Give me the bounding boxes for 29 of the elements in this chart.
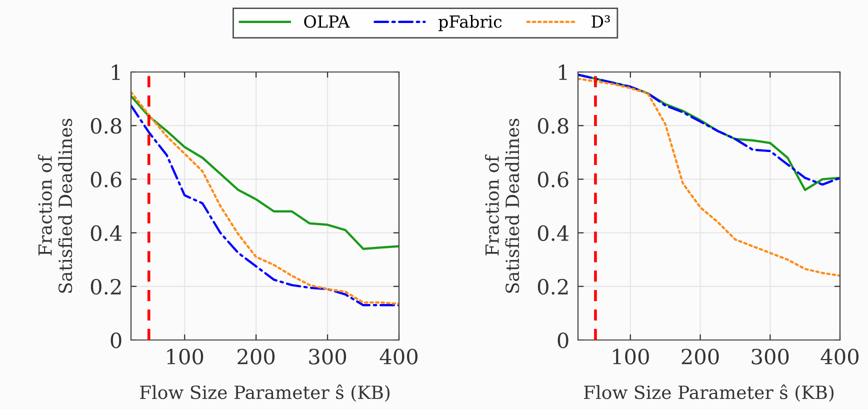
y-tick-label: 0.2 (90, 278, 121, 295)
x-tick-label: 100 (167, 348, 204, 364)
y-tick-label: 0.4 (538, 225, 569, 242)
legend-label: D³ (592, 15, 610, 28)
x-tick-label: 400 (820, 348, 858, 364)
x-tick-label: 300 (752, 348, 789, 364)
y-tick-label: 0 (558, 332, 568, 348)
y-tick-label: 1 (558, 64, 567, 80)
y-axis-title: Fraction of Satisfied Deadlines (484, 118, 520, 293)
y-tick-label: 0.2 (538, 278, 568, 295)
line-series (131, 95, 399, 250)
x-tick-label: 100 (613, 348, 649, 364)
x-axis-title: Flow Size Parameter ŝ (KB) (140, 384, 390, 402)
x-axis-title: Flow Size Parameter ŝ (KB) (584, 384, 834, 402)
y-tick-label: 0.8 (90, 118, 122, 134)
y-tick-label: 1 (112, 64, 120, 80)
x-tick-label: 300 (309, 348, 346, 364)
legend-label: OLPA (304, 15, 350, 28)
x-tick-label: 200 (682, 348, 719, 364)
line-series (578, 78, 840, 277)
y-tick-label: 0.6 (538, 172, 568, 188)
y-tick-label: 0.6 (90, 172, 122, 188)
x-tick-label: 200 (238, 348, 275, 364)
x-tick-label: 400 (380, 348, 418, 364)
y-tick-label: 0 (110, 332, 122, 348)
y-tick-label: 0.8 (538, 118, 568, 134)
y-axis-title: Fraction of Satisfied Deadlines (38, 118, 72, 293)
y-tick-label: 0.4 (90, 225, 122, 242)
legend-label: pFabric (438, 15, 502, 32)
